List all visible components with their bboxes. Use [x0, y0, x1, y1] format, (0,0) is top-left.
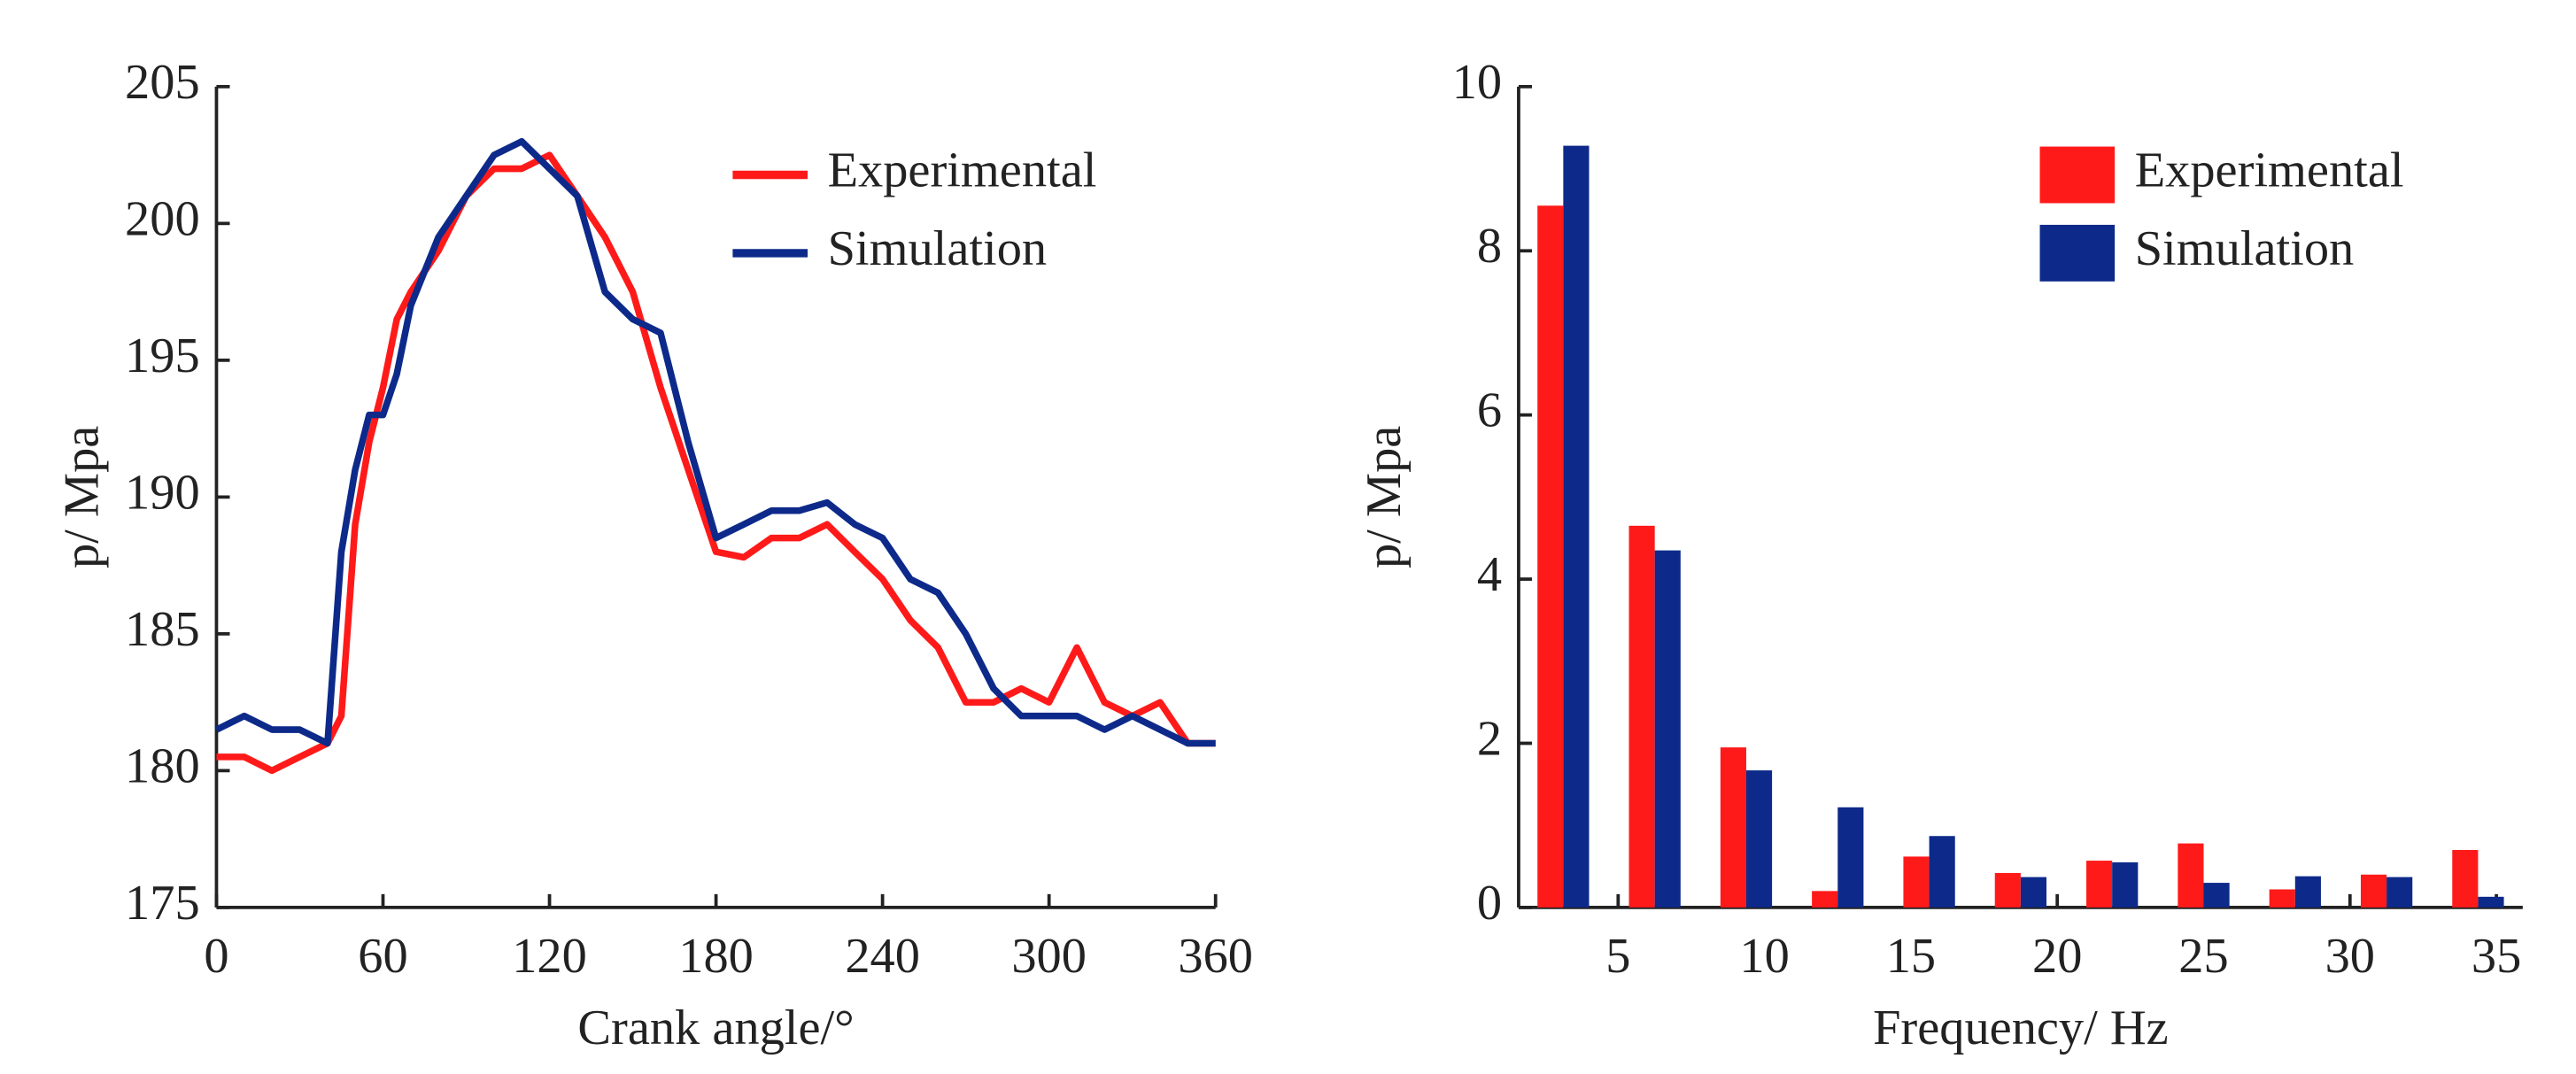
y-tick-label: 6 [1477, 383, 1502, 438]
bar [2478, 896, 2504, 908]
x-tick-label: 10 [1739, 929, 1789, 984]
x-tick-label: 5 [1605, 929, 1630, 984]
x-tick-label: 60 [358, 929, 407, 984]
bar [1720, 747, 1746, 908]
y-tick-label: 175 [125, 876, 200, 931]
y-tick-label: 10 [1452, 55, 1502, 110]
bar [2112, 862, 2139, 908]
x-tick-label: 20 [2032, 929, 2082, 984]
bar [2386, 877, 2413, 908]
legend-label: Simulation [828, 221, 1048, 276]
x-tick-label: 30 [2325, 929, 2375, 984]
bar [1903, 856, 1930, 908]
y-tick-label: 200 [125, 191, 200, 246]
bar [2452, 849, 2479, 908]
x-tick-label: 300 [1011, 929, 1087, 984]
bar [1563, 145, 1590, 908]
y-axis-label: p/ Mpa [1357, 426, 1412, 568]
bar [1837, 807, 1864, 908]
bar [1812, 891, 1838, 908]
x-tick-label: 25 [2178, 929, 2228, 984]
y-tick-label: 180 [125, 738, 200, 793]
legend-label: Experimental [828, 143, 1097, 197]
bar [2360, 874, 2387, 908]
bar [1537, 205, 1564, 908]
legend-label: Simulation [2135, 221, 2355, 276]
x-tick-label: 35 [2472, 929, 2521, 984]
x-tick-label: 120 [512, 929, 587, 984]
x-tick-label: 240 [845, 929, 920, 984]
y-tick-label: 205 [125, 55, 200, 110]
line-series [216, 151, 1216, 775]
y-tick-label: 195 [125, 328, 200, 383]
bar [2020, 877, 2047, 908]
bar [1929, 836, 1955, 908]
bar [1994, 872, 2021, 908]
y-tick-label: 2 [1477, 711, 1502, 766]
y-tick-label: 0 [1477, 876, 1502, 931]
legend-swatch [2039, 224, 2116, 282]
bar [2294, 876, 2321, 908]
bar [2178, 843, 2204, 908]
bar [1628, 525, 1655, 908]
x-tick-label: 180 [678, 929, 754, 984]
x-tick-label: 360 [1178, 929, 1253, 984]
x-axis-label: Frequency/ Hz [1873, 1001, 2169, 1055]
line-series [214, 137, 1216, 747]
x-tick-label: 0 [204, 929, 228, 984]
y-tick-label: 8 [1477, 219, 1502, 274]
y-tick-label: 190 [125, 465, 200, 520]
x-tick-label: 15 [1886, 929, 1936, 984]
bar [1745, 770, 1773, 908]
legend-label: Experimental [2135, 143, 2404, 197]
bar [2269, 889, 2295, 908]
legend-swatch [2039, 146, 2116, 204]
bar [2203, 883, 2230, 908]
y-tick-label: 185 [125, 602, 200, 657]
bar [1654, 550, 1681, 908]
y-tick-label: 4 [1477, 547, 1502, 602]
y-axis-label: p/ Mpa [55, 426, 110, 568]
x-axis-label: Crank angle/° [577, 1001, 854, 1055]
bar [2086, 861, 2113, 908]
